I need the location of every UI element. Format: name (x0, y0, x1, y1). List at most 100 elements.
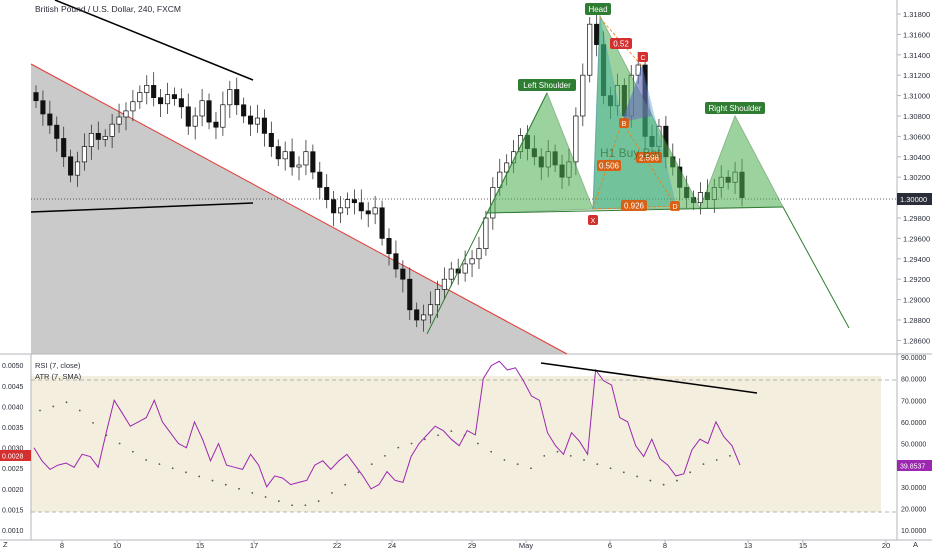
atr-point (583, 459, 585, 461)
bat-bc-leg (622, 66, 652, 122)
time-axis[interactable]: 8 10 15 17 22 24 29 May 6 8 13 15 20 (60, 540, 890, 550)
rsi-tick-label: 30.0000 (901, 485, 926, 492)
atr-badge: 0.0028 (0, 450, 31, 461)
candle-body (144, 85, 150, 93)
atr-point (596, 463, 599, 465)
rsi-tick-label: 60.0000 (901, 420, 926, 427)
atr-point (490, 450, 493, 453)
candle-body (434, 289, 441, 306)
candle-body (185, 106, 191, 127)
atr-legend[interactable]: ATR (7, SMA) (35, 372, 82, 381)
price-tick-label: 1.28800 (903, 316, 930, 325)
candle-body (74, 161, 81, 176)
candle-body (337, 207, 344, 214)
price-tick-label: 1.29600 (903, 234, 930, 243)
lower-black-trendline[interactable] (30, 202, 254, 213)
ratio-0926-label: 0.926 (621, 200, 647, 211)
atr-point (185, 471, 187, 474)
left-shoulder-label[interactable]: Left Shoulder (518, 79, 576, 91)
point-x-label: X (588, 215, 598, 225)
head-label[interactable]: Head (585, 3, 611, 15)
candle-body (317, 171, 323, 188)
atr-tick-label: 0.0030 (2, 446, 24, 453)
candle-body (282, 151, 288, 160)
atr-point (344, 483, 347, 486)
candle-body (303, 151, 309, 166)
svg-text:2.598: 2.598 (639, 154, 660, 163)
candle-body (220, 104, 226, 128)
atr-point (437, 434, 439, 437)
time-tick-label: 17 (250, 541, 258, 550)
candle-body (697, 192, 704, 204)
candle-body (275, 146, 281, 160)
candle-body (88, 132, 94, 147)
price-tick-label: 1.31600 (903, 30, 930, 39)
svg-text:Head: Head (588, 5, 607, 14)
atr-point (92, 422, 94, 424)
time-tick-label: 13 (744, 541, 752, 550)
atr-point (662, 483, 665, 486)
candle-body (206, 100, 212, 123)
atr-tick-label: 0.0020 (2, 487, 24, 494)
right-shoulder-label[interactable]: Right Shoulder (705, 102, 765, 114)
atr-point (702, 463, 705, 465)
atr-point (39, 409, 41, 412)
atr-tick-label: 0.0010 (2, 528, 24, 535)
rsi-badge: 39.8537 (897, 460, 932, 471)
time-tick-label: 6 (608, 541, 612, 550)
projection-line[interactable] (782, 206, 850, 329)
atr-point (476, 442, 479, 445)
price-tick-label: 1.29000 (903, 296, 930, 305)
atr-point (636, 475, 639, 478)
candle-body (476, 248, 482, 260)
svg-text:X: X (591, 218, 596, 225)
candle-body (358, 202, 364, 212)
time-tick-label: 29 (468, 541, 476, 550)
atr-point (291, 504, 294, 507)
price-tick-label: 1.30800 (903, 112, 930, 121)
upper-black-trendline[interactable] (54, 0, 254, 81)
candle-body (213, 121, 219, 128)
candle-body (580, 74, 586, 117)
candle-body (573, 115, 579, 163)
left-shoulder-rise[interactable] (426, 92, 548, 335)
atr-point (211, 479, 214, 482)
atr-point (569, 454, 572, 457)
price-tick-label: 1.31400 (903, 51, 930, 60)
atr-point (729, 454, 731, 457)
rsi-divergence-line[interactable] (540, 362, 758, 394)
atr-point (530, 467, 532, 470)
candle-body (296, 164, 302, 168)
atr-point (131, 450, 134, 453)
ratio-052-label: 0.52 (610, 38, 632, 49)
atr-point (198, 475, 201, 478)
price-tick-label: 1.28600 (903, 336, 930, 345)
candle-body (68, 156, 74, 176)
svg-text:Left Shoulder: Left Shoulder (523, 81, 571, 90)
atr-point (238, 487, 240, 490)
candle-body (344, 199, 351, 209)
time-tick-label: 8 (60, 541, 64, 550)
svg-text:0.52: 0.52 (613, 40, 629, 49)
time-axis-left-label: Z (3, 540, 8, 549)
price-tick-label: 1.30400 (903, 153, 930, 162)
rsi-legend[interactable]: RSI (7, close) (35, 361, 81, 370)
time-tick-label: May (519, 541, 533, 550)
red-trendline[interactable] (30, 63, 568, 355)
price-tick-label: 1.31000 (903, 92, 930, 101)
time-tick-label: 20 (882, 541, 890, 550)
bd-dashed (621, 121, 677, 207)
candle-body (310, 151, 316, 173)
candle-body (331, 199, 337, 214)
candle-body (441, 278, 447, 290)
candle-body (635, 64, 641, 76)
svg-text:B: B (622, 121, 627, 128)
candle-body (365, 210, 371, 215)
atr-point (277, 500, 280, 503)
ratio-2598-label: 2.598 (636, 152, 662, 163)
candle-body (102, 136, 108, 140)
point-d-label: D (670, 201, 680, 211)
atr-point (158, 463, 161, 465)
candle-body (61, 138, 67, 158)
